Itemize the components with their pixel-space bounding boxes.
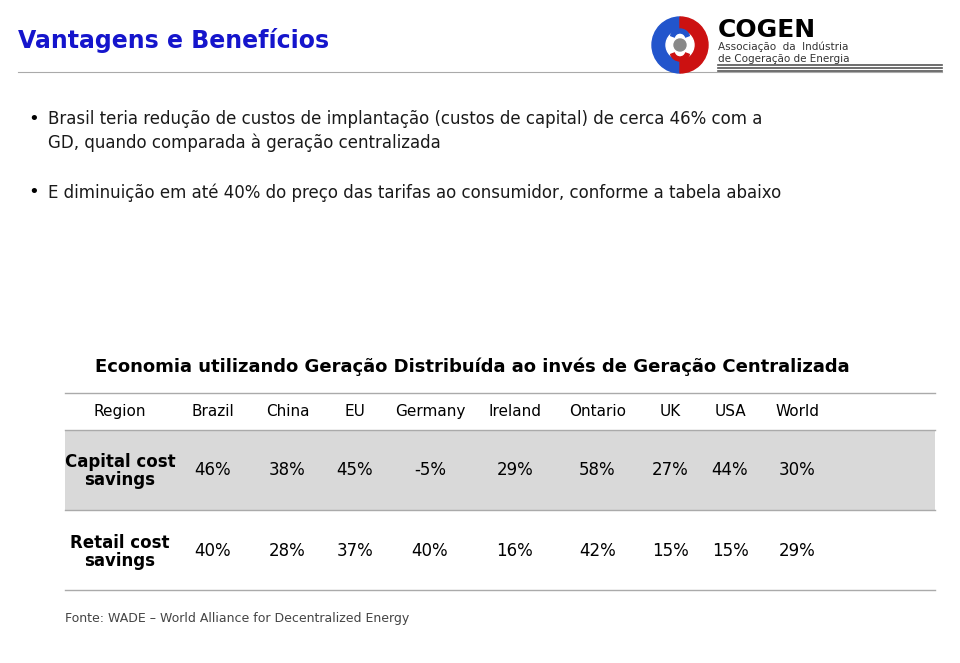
Text: USA: USA [714, 404, 746, 419]
Text: de Cogeração de Energia: de Cogeração de Energia [718, 54, 850, 64]
Text: Capital cost: Capital cost [64, 453, 176, 471]
Text: 45%: 45% [337, 461, 373, 479]
Text: savings: savings [84, 552, 156, 570]
Text: World: World [776, 404, 820, 419]
Text: Ontario: Ontario [569, 404, 626, 419]
Bar [65, 430, 935, 510]
Text: •: • [28, 110, 38, 128]
Text: Germany: Germany [395, 404, 466, 419]
Text: 16%: 16% [496, 542, 534, 560]
Wedge shape [680, 17, 708, 73]
Wedge shape [671, 29, 689, 37]
Text: 29%: 29% [496, 461, 534, 479]
Text: 58%: 58% [579, 461, 615, 479]
Text: •: • [28, 183, 38, 201]
Wedge shape [671, 53, 689, 61]
Text: 29%: 29% [780, 542, 816, 560]
Text: Brasil teria redução de custos de implantação (custos de capital) de cerca 46% c: Brasil teria redução de custos de implan… [48, 110, 762, 128]
Circle shape [674, 39, 686, 51]
Text: Associação  da  Indústria: Associação da Indústria [718, 42, 849, 52]
Text: savings: savings [84, 471, 156, 489]
Text: UK: UK [660, 404, 681, 419]
Text: 27%: 27% [652, 461, 688, 479]
Text: 38%: 38% [269, 461, 306, 479]
Text: 15%: 15% [652, 542, 688, 560]
Circle shape [666, 31, 694, 59]
Text: Brazil: Brazil [191, 404, 234, 419]
Text: Vantagens e Benefícios: Vantagens e Benefícios [18, 28, 329, 53]
Text: Fonte: WADE – World Alliance for Decentralized Energy: Fonte: WADE – World Alliance for Decentr… [65, 612, 409, 625]
Text: COGEN: COGEN [718, 18, 816, 42]
Text: 46%: 46% [194, 461, 230, 479]
Text: -5%: -5% [414, 461, 446, 479]
Text: 42%: 42% [579, 542, 616, 560]
Text: 40%: 40% [412, 542, 448, 560]
Text: 30%: 30% [780, 461, 816, 479]
Wedge shape [652, 17, 680, 73]
Text: China: China [266, 404, 309, 419]
Text: Economia utilizando Geração Distribuída ao invés de Geração Centralizada: Economia utilizando Geração Distribuída … [95, 358, 850, 377]
Text: 40%: 40% [194, 542, 230, 560]
Text: Region: Region [94, 404, 146, 419]
Text: EU: EU [345, 404, 366, 419]
Text: E diminuição em até 40% do preço das tarifas ao consumidor, conforme a tabela ab: E diminuição em até 40% do preço das tar… [48, 183, 781, 202]
Text: Ireland: Ireland [489, 404, 541, 419]
Text: 37%: 37% [337, 542, 373, 560]
Text: 28%: 28% [269, 542, 306, 560]
Text: 44%: 44% [711, 461, 748, 479]
Text: Retail cost: Retail cost [70, 534, 170, 552]
Text: GD, quando comparada à geração centralizada: GD, quando comparada à geração centraliz… [48, 133, 441, 152]
Text: 15%: 15% [711, 542, 749, 560]
